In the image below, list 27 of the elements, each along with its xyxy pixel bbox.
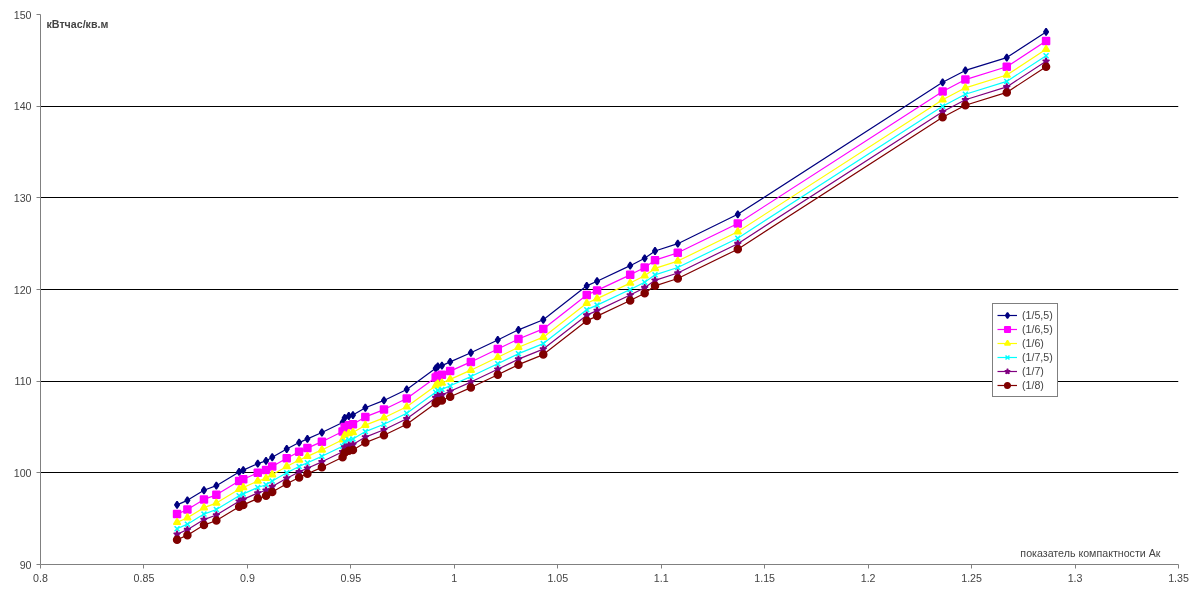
x-tick-label: 1.25 xyxy=(961,571,983,584)
x-tick-label: 1 xyxy=(451,571,458,584)
y-axis-title: кВтчас/кв.м xyxy=(46,17,109,30)
y-tick-label: 150 xyxy=(13,8,32,21)
x-tick-label: 1.2 xyxy=(860,571,876,584)
x-tick-label: 0.8 xyxy=(33,571,48,584)
x-tick-label: 0.85 xyxy=(133,571,155,584)
legend-label: (1/5,5) xyxy=(1022,308,1053,322)
x-tick-label: 1.15 xyxy=(754,571,776,584)
y-tick-label: 140 xyxy=(13,100,32,113)
x-tick-label: 1.35 xyxy=(1168,571,1189,584)
legend-label: (1/6,5) xyxy=(1022,322,1053,336)
y-tick-label: 90 xyxy=(19,558,32,571)
y-tick-label: 110 xyxy=(14,375,32,388)
y-tick-label: 120 xyxy=(13,283,32,296)
legend-label: (1/7) xyxy=(1022,364,1044,378)
y-tick-label: 130 xyxy=(13,191,32,204)
legend-label: (1/8) xyxy=(1022,378,1044,392)
legend-label: (1/7,5) xyxy=(1022,350,1053,364)
x-tick-label: 0.9 xyxy=(240,571,255,584)
y-tick-label: 100 xyxy=(13,466,32,479)
legend-label: (1/6) xyxy=(1022,336,1044,350)
x-tick-label: 0.95 xyxy=(340,571,362,584)
x-tick-label: 1.05 xyxy=(547,571,569,584)
x-tick-label: 1.1 xyxy=(653,571,669,584)
x-tick-label: 1.3 xyxy=(1067,571,1083,584)
x-axis-title: показатель компактности Ак xyxy=(1020,546,1161,559)
